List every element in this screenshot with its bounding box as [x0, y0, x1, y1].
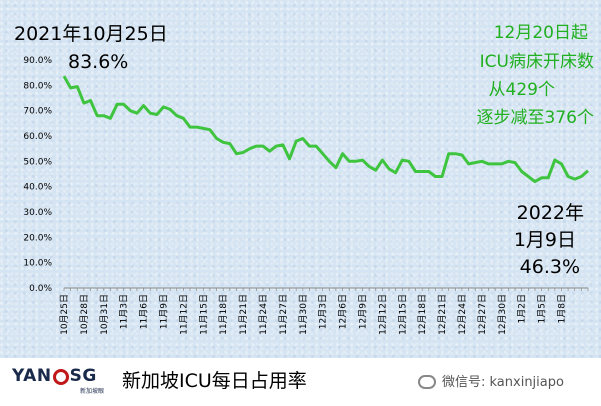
series-line	[62, 75, 589, 184]
x-tick-label: 12月27日	[477, 294, 488, 335]
logo-subtitle: 新加坡眼	[80, 388, 105, 395]
wechat-icon	[418, 375, 436, 389]
y-tick-label: 10.0%	[23, 259, 52, 269]
x-tick-label: 12月12日	[377, 294, 388, 335]
y-tick-label: 0.0%	[29, 284, 52, 294]
x-tick-label: 11月18日	[218, 294, 229, 335]
x-tick-label: 1月5日	[537, 294, 548, 323]
line-chart: 0.0% 10.0% 20.0% 30.0% 40.0% 50.0% 60.0% 70.0% 8…	[14, 23, 594, 335]
x-tick-label: 1月2日	[517, 294, 528, 323]
y-axis: 0.0% 10.0% 20.0% 30.0% 40.0% 50.0% 60.0% 70.0% 8…	[23, 56, 52, 294]
x-tick-label: 12月3日	[318, 294, 329, 329]
x-tick-label: 12月18日	[417, 294, 428, 335]
chart-title: 新加坡ICU每日占用率	[122, 370, 307, 392]
icu-note-line-1: 12月20日起	[494, 23, 588, 43]
y-tick-label: 60.0%	[23, 132, 52, 142]
x-tick-label: 11月21日	[238, 294, 249, 335]
y-tick-label: 30.0%	[23, 208, 52, 218]
start-date-label: 2021年10月25日	[14, 23, 168, 45]
end-date-label: 1月9日	[514, 229, 576, 251]
end-value-label: 46.3%	[520, 256, 580, 278]
icu-note-line-3: 从429个	[489, 80, 555, 100]
x-tick-label: 1月8日	[556, 294, 567, 323]
x-tick-label: 11月9日	[158, 294, 169, 329]
x-tick-label: 12月15日	[397, 294, 408, 335]
y-tick-label: 40.0%	[23, 183, 52, 193]
x-axis: 10月25日 10月28日 10月31日 11月3日 11月6日 11月9日 11月12日 1…	[59, 287, 589, 335]
x-tick-label: 11月12日	[178, 294, 189, 335]
x-tick-label: 11月30日	[298, 294, 309, 335]
x-tick-label: 10月25日	[59, 294, 70, 335]
footer: YAN SG 新加坡眼 新加坡ICU每日占用率 微信号: kanxinjiapo	[0, 358, 601, 406]
start-value-label: 83.6%	[68, 51, 128, 73]
x-tick-label: 12月30日	[497, 294, 508, 335]
y-tick-label: 80.0%	[23, 81, 52, 91]
x-tick-label: 12月24日	[457, 294, 468, 335]
icu-note-line-4: 逐步减至376个	[477, 108, 594, 128]
icu-note-line-2: ICU病床开床数	[480, 52, 594, 72]
x-tick-label: 10月28日	[79, 294, 90, 335]
series-group	[62, 75, 589, 184]
x-tick-label: 11月27日	[278, 294, 289, 335]
wechat-id-text: 微信号: kanxinjiapo	[442, 375, 564, 390]
x-tick-label: 10月31日	[99, 294, 110, 335]
wechat-id: 微信号: kanxinjiapo	[418, 371, 564, 390]
x-tick-label: 11月3日	[119, 294, 130, 329]
end-year-label: 2022年	[517, 202, 584, 224]
x-tick-label: 12月21日	[437, 294, 448, 335]
y-tick-label: 90.0%	[23, 56, 52, 66]
yansg-logo: YAN SG	[12, 366, 97, 386]
logo-mark-icon	[52, 369, 69, 385]
y-tick-label: 70.0%	[23, 107, 52, 117]
x-tick-label: 12月9日	[357, 294, 368, 329]
x-tick-label: 12月6日	[338, 294, 349, 329]
x-tick-label: 11月24日	[258, 294, 269, 335]
y-tick-label: 50.0%	[23, 157, 52, 167]
x-tick-label: 11月6日	[139, 294, 150, 329]
x-tick-label: 11月15日	[198, 294, 209, 335]
annotations: 2021年10月25日 83.6% 12月20日起 ICU病床开床数 从429个…	[14, 23, 594, 278]
y-tick-label: 20.0%	[23, 233, 52, 243]
